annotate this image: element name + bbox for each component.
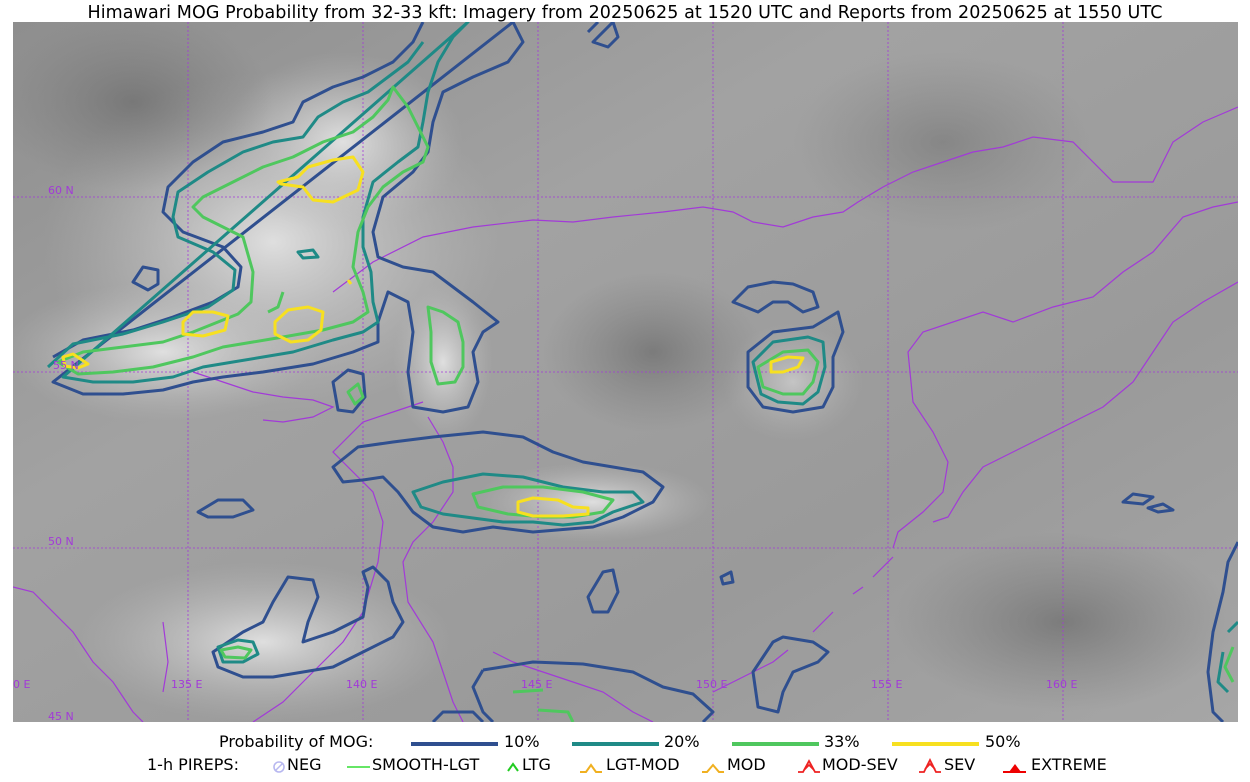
pireps-legend-label: 1-h PIREPS: — [147, 755, 239, 774]
lat-label-45n: 45 N — [48, 710, 74, 722]
mog-contours — [46, 22, 1238, 722]
pirep-label-neg: NEG — [287, 755, 322, 774]
neg-circle-icon — [273, 761, 285, 773]
lon-label-135e: 135 E — [171, 678, 202, 691]
legend-swatch-50pct — [892, 742, 979, 746]
coastlines — [13, 106, 1238, 722]
ltg-caret-icon — [507, 762, 519, 772]
contour-10pct — [51, 22, 1238, 722]
lon-label-160e: 160 E — [1046, 678, 1077, 691]
coast-mainland-east — [252, 401, 424, 722]
mod-sev-caret-icon — [798, 759, 820, 773]
lat-label-60n: 60 N — [48, 184, 74, 197]
coast-shantar — [192, 371, 335, 423]
lat-label-50n: 50 N — [48, 535, 74, 548]
contour-50pct — [61, 155, 805, 518]
pirep-label-smooth-lgt: SMOOTH-LGT — [372, 755, 480, 774]
contour-20pct — [46, 22, 1238, 694]
legend-label-20pct: 20% — [664, 732, 700, 751]
lon-label-130e: 130 E — [13, 678, 30, 691]
coast-sakhalin — [402, 416, 464, 722]
coast-kamchatka — [892, 201, 1238, 549]
coast-hokkaido — [492, 651, 654, 722]
mod-caret-icon — [702, 763, 724, 773]
sev-caret-icon — [919, 757, 941, 773]
pirep-label-sev: SEV — [944, 755, 976, 774]
lon-label-145e: 145 E — [521, 678, 552, 691]
pirep-label-ltg: LTG — [522, 755, 551, 774]
legend-label-33pct: 33% — [824, 732, 860, 751]
legend-swatch-33pct — [732, 742, 819, 746]
map-title: Himawari MOG Probability from 32-33 kft:… — [87, 3, 1163, 23]
grid-labels: 60 N 55 N 50 N 45 N 130 E 135 E 140 E 14… — [13, 184, 1077, 722]
pirep-label-lgt-mod: LGT-MOD — [606, 755, 680, 774]
legend-label-50pct: 50% — [985, 732, 1021, 751]
legend-swatch-10pct — [411, 742, 498, 746]
coast-west — [13, 586, 169, 722]
extreme-triangle-icon — [1003, 764, 1026, 773]
probability-legend: Probability of MOG: 10% 20% 33% 50% — [0, 732, 1250, 752]
lat-label-55n: 55 N — [53, 359, 79, 372]
legend-label-10pct: 10% — [504, 732, 540, 751]
lon-label-155e: 155 E — [871, 678, 902, 691]
coast-kamchatka-east — [932, 281, 1238, 523]
satellite-map[interactable]: 60 N 55 N 50 N 45 N 130 E 135 E 140 E 14… — [13, 22, 1238, 722]
pirep-label-extreme: EXTREME — [1031, 755, 1107, 774]
probability-legend-label: Probability of MOG: — [219, 732, 374, 751]
lgt-mod-caret-icon — [580, 763, 602, 773]
pirep-label-mod: MOD — [727, 755, 766, 774]
contour-33pct — [56, 85, 1235, 722]
coast-okhotsk-north — [332, 106, 1238, 293]
lon-label-140e: 140 E — [346, 678, 377, 691]
legend-swatch-20pct — [572, 742, 659, 746]
lon-label-150e: 150 E — [696, 678, 727, 691]
pirep-label-mod-sev: MOD-SEV — [822, 755, 898, 774]
pireps-legend: 1-h PIREPS: NEG SMOOTH-LGT LTG LGT-MOD M… — [0, 755, 1250, 775]
smooth-line-icon — [347, 766, 370, 768]
